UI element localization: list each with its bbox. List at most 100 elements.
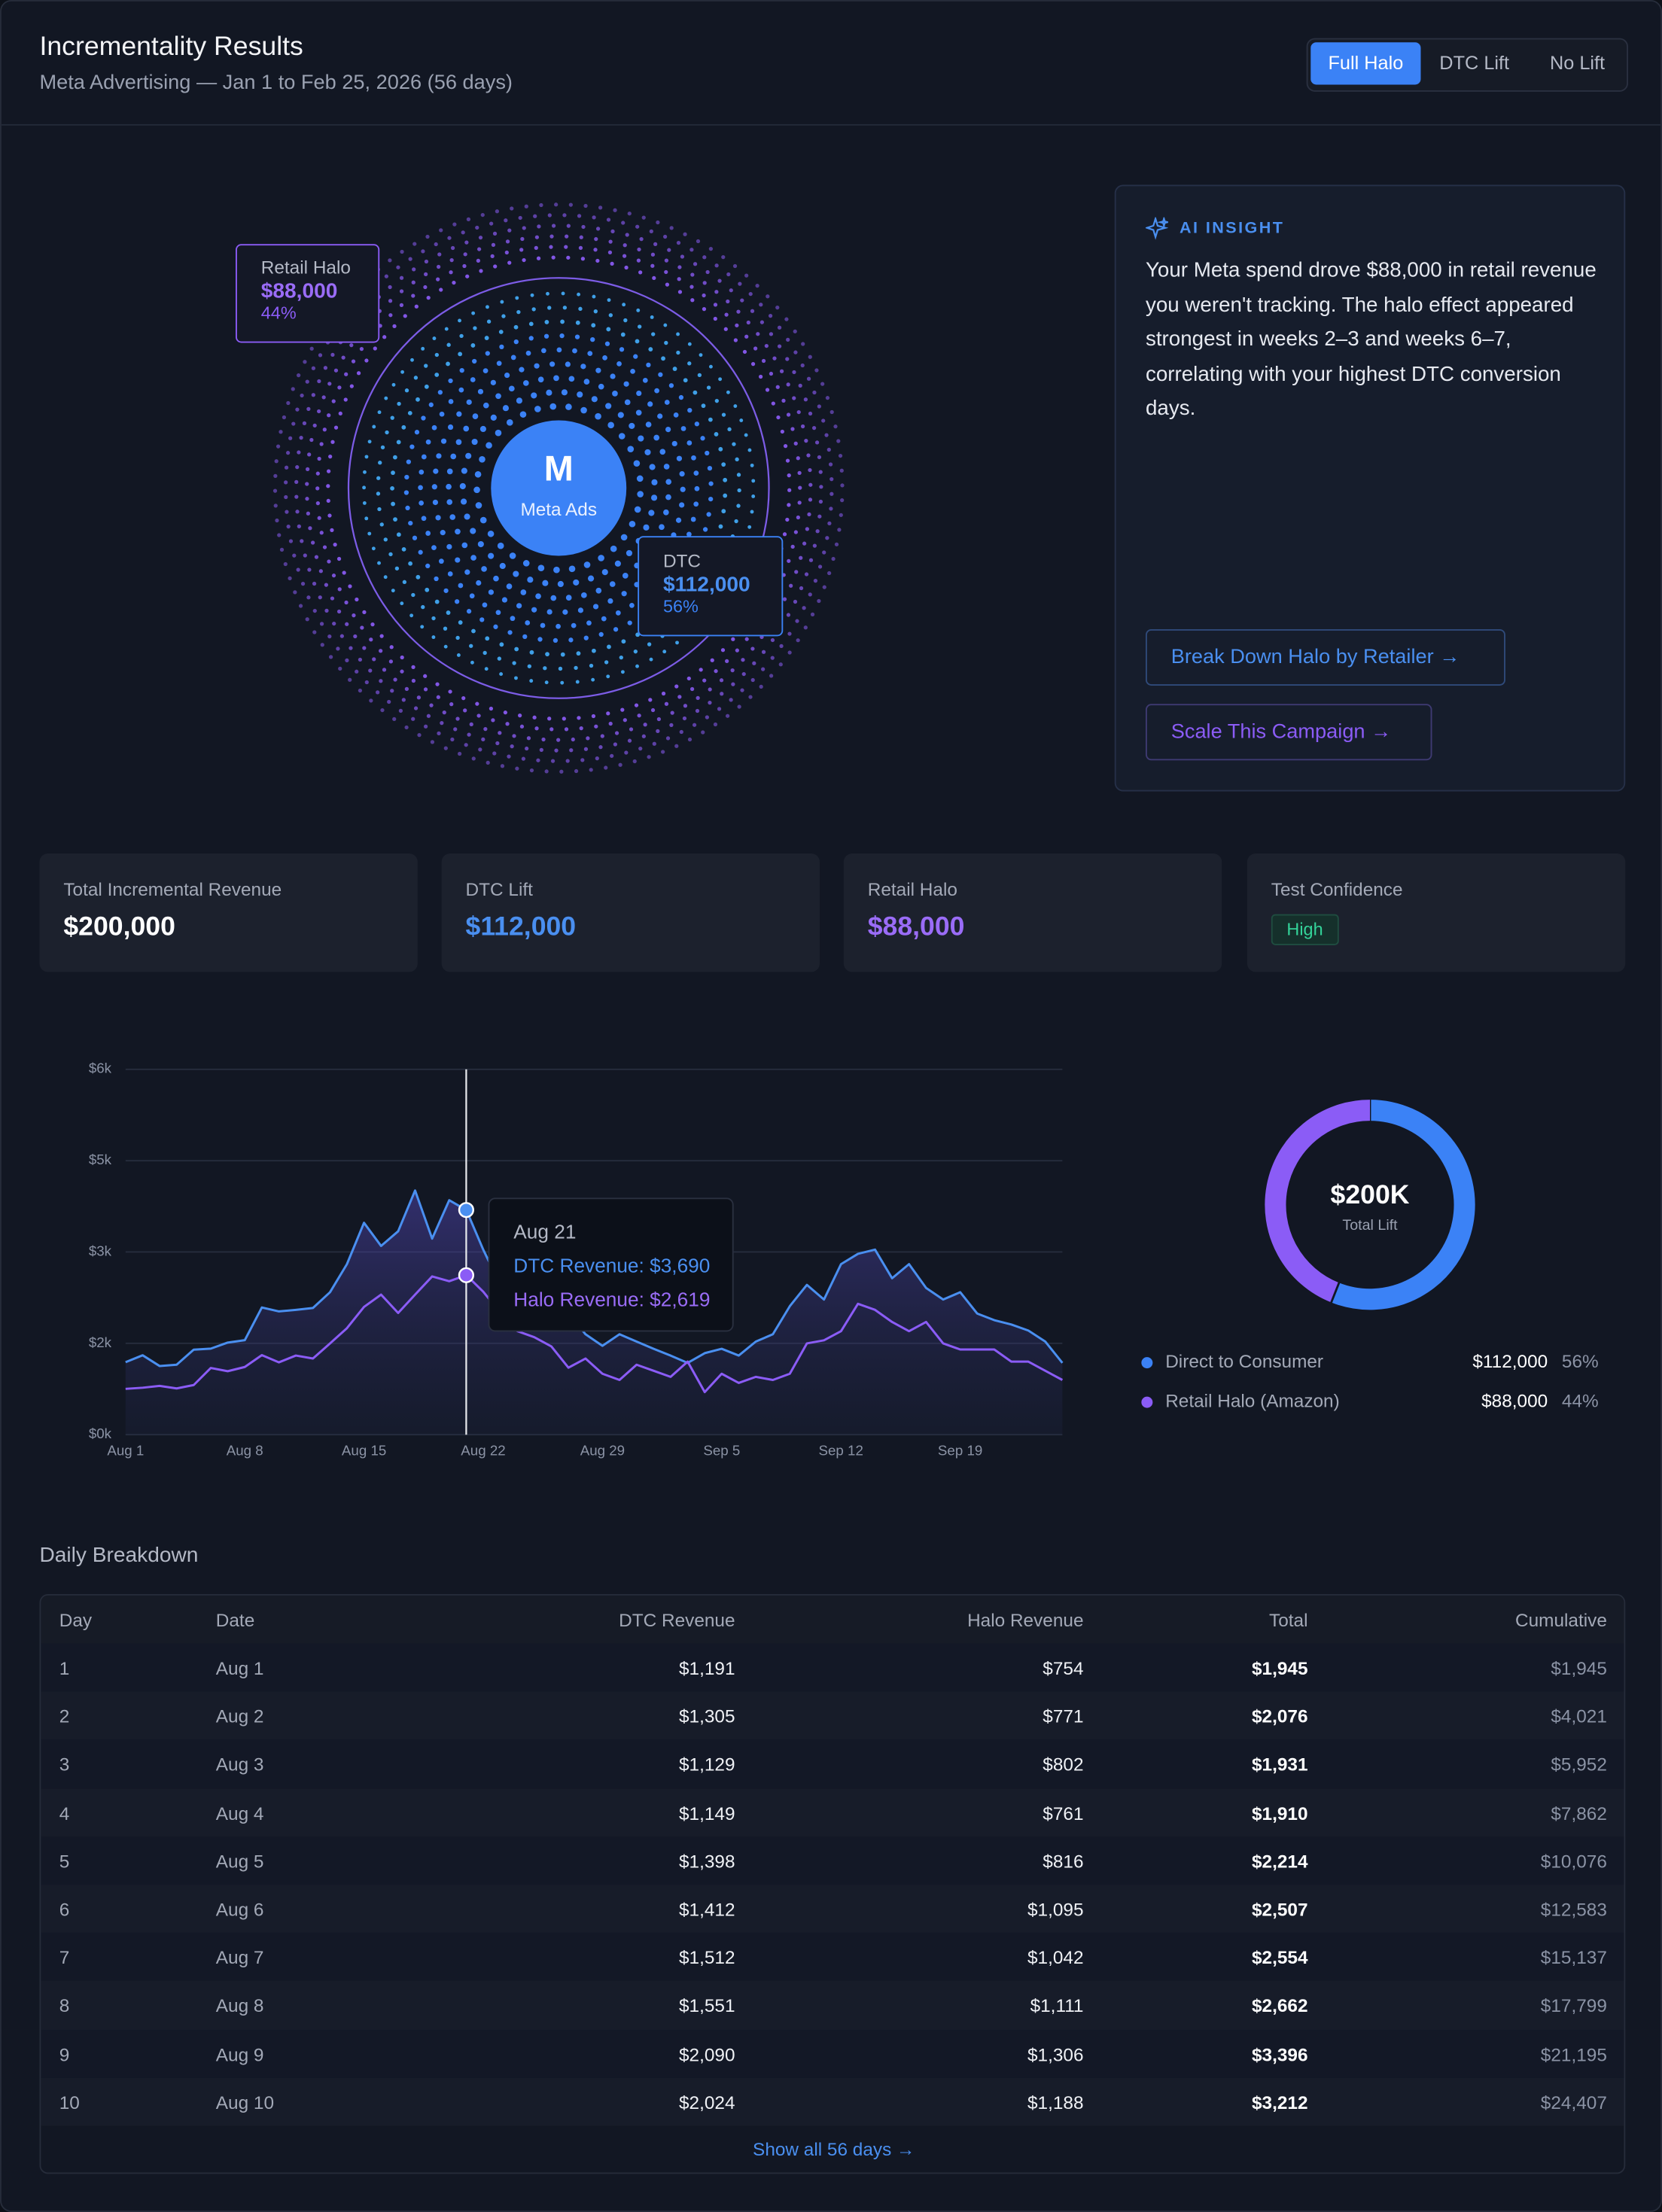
halo-dot — [833, 424, 838, 429]
halo-dot — [810, 612, 815, 616]
halo-dot — [309, 346, 314, 351]
table-row — [41, 1885, 1624, 1934]
dtc-dot — [455, 439, 462, 446]
halo-dot — [355, 669, 359, 674]
column-header: DTC Revenue — [619, 1609, 735, 1631]
halo-dot — [411, 717, 416, 721]
halo-dot — [683, 232, 687, 236]
halo-dot — [417, 732, 422, 738]
table-cell: $5,952 — [1551, 1754, 1607, 1775]
halo-dot — [336, 647, 340, 651]
halo-dot — [279, 430, 283, 434]
dtc-dot — [450, 453, 457, 460]
dtc-dot — [459, 482, 466, 490]
hover-point — [458, 1267, 474, 1283]
halo-dot — [333, 368, 339, 373]
halo-dot — [607, 250, 613, 254]
table-cell: $1,129 — [679, 1754, 735, 1775]
dtc-dot — [446, 342, 451, 347]
halo-dot — [643, 723, 647, 727]
halo-dot — [319, 622, 324, 626]
dtc-dot — [549, 403, 557, 410]
dtc-dot — [404, 388, 409, 393]
kpi-label: DTC Lift — [465, 878, 533, 900]
dtc-dot — [458, 318, 461, 323]
donut-segment — [1331, 1100, 1475, 1310]
table-cell: $754 — [1043, 1657, 1084, 1679]
halo-dot — [696, 239, 701, 244]
halo-dot — [492, 751, 497, 756]
halo-dot — [702, 255, 707, 260]
dtc-dot — [525, 620, 531, 625]
dtc-dot — [488, 589, 495, 595]
halo-dot — [806, 376, 811, 381]
halo-dot — [608, 721, 613, 726]
toggle-option[interactable]: Full Halo — [1310, 42, 1421, 85]
halo-dot — [825, 536, 829, 540]
show-all-link[interactable]: Show all 56 days → — [753, 2138, 915, 2160]
dtc-dot — [403, 490, 409, 495]
dtc-dot — [629, 422, 635, 430]
table-cell: 8 — [59, 1995, 70, 2017]
halo-dot — [765, 388, 770, 392]
dtc-dot — [544, 320, 549, 324]
halo-dot — [662, 234, 668, 239]
dtc-dot — [490, 379, 496, 385]
toggle-option[interactable]: DTC Lift — [1439, 52, 1510, 74]
halo-dot — [479, 269, 483, 273]
halo-dot — [284, 494, 288, 500]
dtc-dot — [659, 524, 665, 531]
dtc-dot — [431, 545, 437, 550]
halo-dot — [677, 290, 683, 294]
halo-dot — [399, 275, 404, 280]
dtc-dot — [446, 468, 453, 475]
dtc-dot — [435, 515, 441, 521]
dtc-dot — [653, 434, 660, 441]
dtc-dot — [486, 442, 492, 449]
dtc-dot — [546, 609, 552, 615]
halo-dot — [696, 695, 700, 701]
halo-dot — [539, 202, 543, 208]
halo-dot — [469, 722, 473, 726]
dtc-dot — [377, 561, 381, 565]
dtc-dot — [543, 666, 547, 671]
halo-dot — [827, 570, 832, 576]
halo-dot — [529, 768, 534, 773]
table-row — [41, 1981, 1624, 2030]
dtc-dot — [607, 421, 614, 429]
view-toggle: Full Halo DTC Lift No Lift — [1306, 38, 1629, 92]
dtc-dot — [529, 679, 534, 683]
halo-dot — [759, 684, 763, 689]
halo-dot — [624, 265, 629, 270]
halo-dot — [504, 218, 508, 223]
toggle-option[interactable]: No Lift — [1549, 52, 1606, 74]
halo-dot — [637, 247, 641, 252]
halo-dot — [364, 680, 369, 685]
dtc-dot — [416, 397, 420, 402]
halo-dot — [726, 272, 731, 277]
dtc-dot — [440, 438, 447, 444]
dtc-dot — [593, 309, 598, 314]
dtc-dot — [562, 609, 568, 615]
dtc-dot — [706, 512, 711, 517]
dtc-dot — [465, 452, 472, 459]
halo-dot — [518, 713, 522, 718]
halo-dot — [282, 415, 287, 420]
halo-dot — [349, 646, 353, 650]
dtc-dot — [469, 644, 473, 648]
halo-dot — [834, 542, 839, 546]
dtc-dot — [577, 607, 584, 613]
dtc-dot — [484, 336, 489, 340]
halo-dot — [476, 713, 481, 718]
action-button[interactable]: Break Down Halo by Retailer → — [1145, 628, 1505, 686]
halo-dot — [349, 384, 354, 388]
dtc-dot — [484, 667, 489, 671]
halo-dot — [702, 678, 707, 683]
halo-dot — [368, 668, 373, 673]
dtc-dot — [687, 407, 692, 413]
action-button[interactable]: Scale This Campaign → — [1145, 704, 1432, 761]
dtc-dot — [530, 293, 534, 297]
halo-dot — [536, 256, 541, 260]
dtc-dot — [680, 426, 686, 431]
halo-dot — [322, 427, 327, 432]
